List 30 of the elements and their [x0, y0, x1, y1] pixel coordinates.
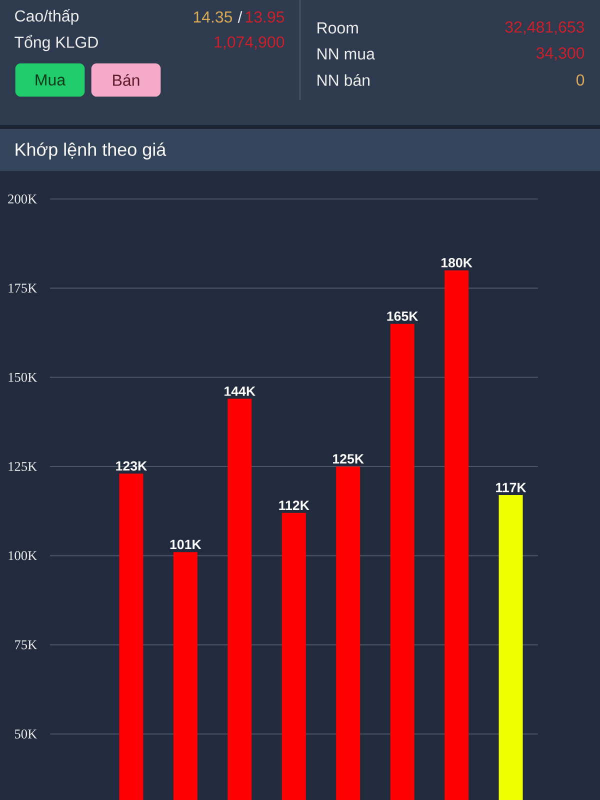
- y-tick-label: 75K: [15, 640, 38, 650]
- text: 13.95: [246, 11, 284, 23]
- text: /: [238, 11, 242, 23]
- data-label: 180K: [441, 258, 472, 268]
- y-tick-label: 100K: [8, 551, 38, 560]
- text: 1,074,900: [214, 36, 284, 50]
- text: NN bán: [318, 74, 370, 86]
- data-label: 112K: [279, 500, 310, 510]
- y-tick-label: 50K: [14, 730, 38, 739]
- y-tick-label: 200K: [8, 194, 38, 204]
- chart-title: Khớp lệnh theo giá: [16, 142, 166, 160]
- y-tick-label: 125K: [8, 462, 38, 471]
- y-tick-label: 150K: [8, 372, 38, 382]
- data-label: 123K: [116, 461, 148, 471]
- text: 32,481,653: [505, 21, 584, 35]
- data-label: 125K: [333, 454, 364, 464]
- text: NN mua: [318, 48, 375, 60]
- data-label: 117K: [496, 482, 526, 492]
- text: Bán: [113, 74, 140, 86]
- text: Cao/thấp: [15, 9, 79, 25]
- text: 34,300: [536, 47, 584, 61]
- data-label: 101K: [170, 540, 202, 550]
- text: 0: [576, 74, 584, 86]
- text: Mua: [36, 74, 66, 86]
- data-label: 165K: [387, 311, 418, 321]
- y-tick-label: 175K: [8, 284, 38, 293]
- text: 14.35: [194, 11, 232, 23]
- data-label: 144K: [224, 386, 256, 396]
- text: Room: [318, 22, 358, 34]
- text: Tổng KLGD: [14, 34, 98, 52]
